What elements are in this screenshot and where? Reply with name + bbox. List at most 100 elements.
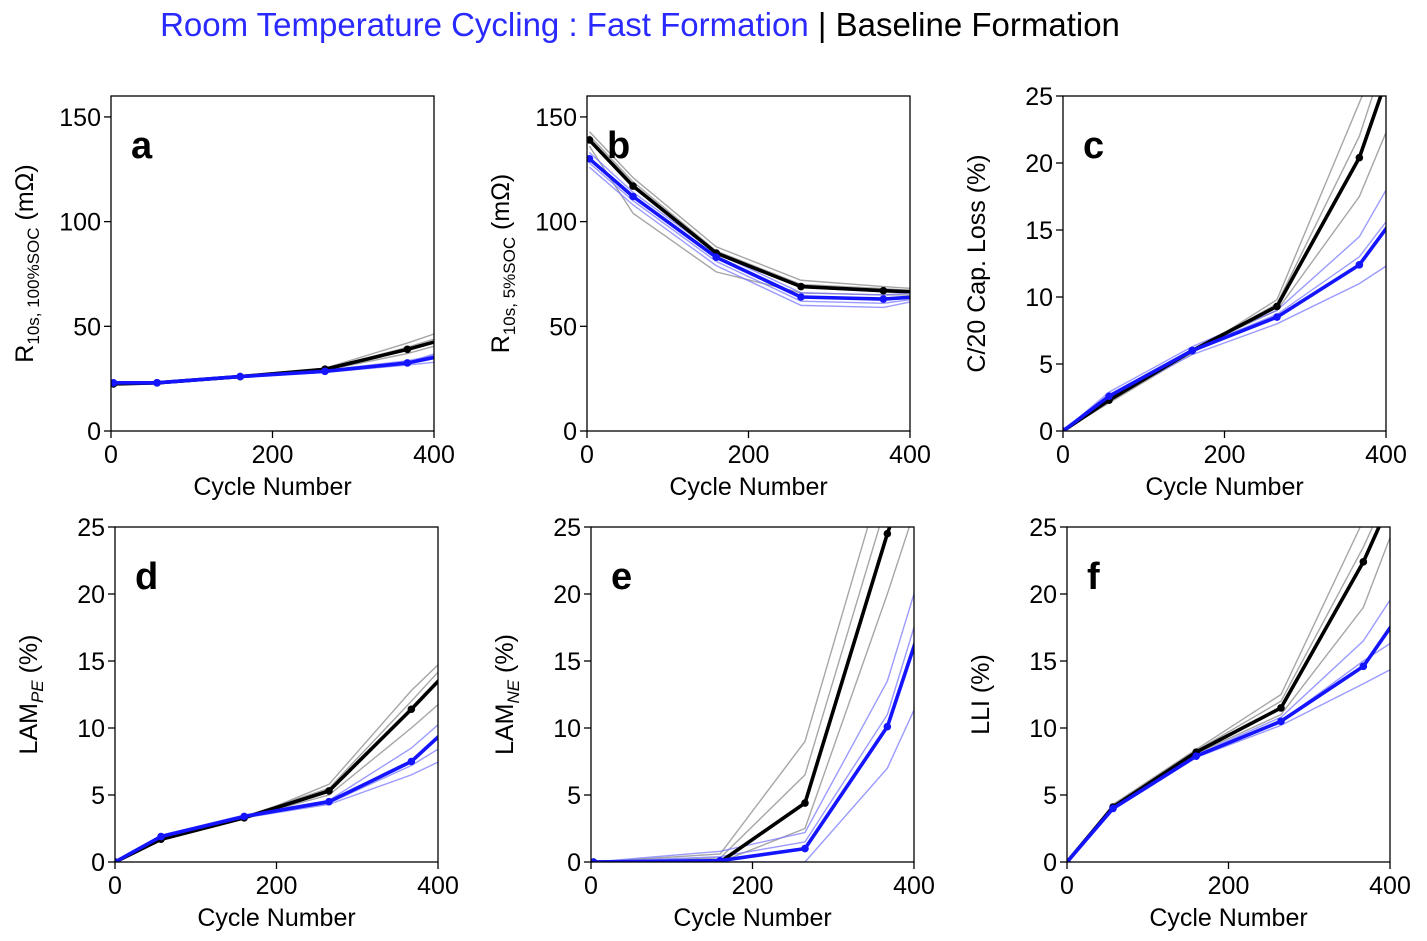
x-tick-label: 0: [104, 441, 118, 469]
x-tick-label: 400: [893, 872, 935, 900]
fast-mean-point: [325, 797, 333, 806]
panel-letter: c: [1083, 125, 1104, 167]
fast-cell-line: [593, 591, 914, 862]
x-tick-label: 0: [580, 441, 594, 469]
baseline-mean-point: [883, 529, 892, 538]
baseline-mean-point: [1355, 153, 1364, 162]
fast-cell-line: [588, 152, 910, 296]
x-tick-label: 400: [1365, 441, 1407, 469]
panel-a: 0 50 100 150 0 200 400 Cycle Number R10s, 100%SO…: [11, 95, 455, 501]
fast-mean-point: [407, 757, 416, 766]
baseline-cell-line: [593, 527, 911, 862]
baseline-cell-line: [113, 338, 434, 385]
fast-mean-point: [236, 372, 244, 381]
y-tick-label: 0: [91, 849, 105, 877]
y-tick-label: 20: [1025, 150, 1053, 178]
plot-area: [591, 527, 914, 862]
fast-mean-point: [629, 192, 637, 201]
panel-b: 0 50 100 150 0 200 400 Cycle Number R10s, 5%SOC …: [487, 95, 931, 501]
title-fast-formation: Room Temperature Cycling : Fast Formatio…: [160, 6, 809, 43]
fast-mean-point: [1277, 717, 1285, 726]
y-tick-label: 10: [77, 715, 105, 743]
x-axis-label: Cycle Number: [1145, 473, 1303, 501]
fast-mean-point: [797, 293, 805, 301]
y-tick-label: 20: [1029, 581, 1057, 609]
x-tick-label: 0: [1060, 872, 1074, 900]
x-tick-label: 400: [413, 441, 455, 469]
fast-mean-point: [1109, 804, 1117, 813]
y-tick-label: 5: [1043, 782, 1057, 810]
y-tick-label: 5: [567, 782, 581, 810]
x-tick-label: 400: [889, 441, 931, 469]
x-tick-label: 200: [1208, 872, 1250, 900]
fast-mean-point: [240, 812, 248, 821]
x-tick-label: 400: [417, 872, 459, 900]
plot-area: [587, 131, 910, 309]
panel-letter: a: [131, 125, 153, 167]
fast-mean-point: [591, 858, 598, 862]
fast-mean-point: [403, 359, 412, 367]
baseline-mean-line: [593, 527, 892, 862]
x-axis-label: Cycle Number: [193, 473, 351, 501]
panel-c: 0 5 10 15 20 25 0 200 400 Cycle Number C/20 Cap. L…: [963, 83, 1407, 501]
y-tick-label: 100: [535, 209, 577, 237]
y-tick-label: 0: [563, 418, 577, 446]
y-tick-label: 150: [535, 104, 577, 132]
y-axis-label: LAMNE (%): [491, 634, 523, 755]
fast-mean-line: [588, 157, 910, 301]
y-tick-label: 5: [1039, 351, 1053, 379]
fast-mean-point: [321, 367, 329, 376]
fast-mean-point: [153, 379, 161, 387]
y-tick-label: 100: [59, 209, 101, 237]
y-tick-label: 10: [553, 715, 581, 743]
baseline-mean-point: [879, 286, 888, 295]
fast-cell-line: [113, 354, 434, 383]
baseline-mean-point: [325, 787, 333, 795]
y-tick-label: 0: [567, 849, 581, 877]
baseline-cell-line: [115, 663, 438, 862]
fast-mean-line: [113, 355, 434, 385]
x-tick-label: 200: [732, 872, 774, 900]
y-tick-label: 25: [553, 514, 581, 542]
fast-mean-point: [883, 722, 892, 731]
baseline-mean-point: [797, 282, 805, 291]
fast-cell-line: [1067, 669, 1390, 862]
baseline-cell-line: [1067, 535, 1390, 862]
x-tick-label: 200: [728, 441, 770, 469]
baseline-cell-line: [1067, 527, 1361, 862]
panel-letter: b: [607, 125, 630, 167]
fast-mean-line: [115, 734, 438, 862]
fast-mean-point: [716, 856, 724, 862]
y-tick-label: 50: [73, 313, 101, 341]
baseline-mean-point: [1273, 302, 1281, 311]
x-tick-label: 0: [1056, 441, 1070, 469]
plot-area: [1063, 96, 1386, 431]
fast-mean-point: [1359, 662, 1368, 671]
baseline-mean-line: [1063, 96, 1383, 431]
panel-f: 0 5 10 15 20 25 0 200 400 Cycle Number LLI (%) f: [967, 514, 1411, 932]
plot-area: [111, 333, 434, 388]
baseline-cell-line: [115, 671, 438, 862]
y-tick-label: 5: [91, 782, 105, 810]
y-tick-label: 25: [1029, 514, 1057, 542]
baseline-mean-line: [588, 138, 910, 294]
y-tick-label: 150: [59, 104, 101, 132]
baseline-mean-point: [403, 345, 412, 354]
y-tick-label: 0: [1039, 418, 1053, 446]
fast-mean-point: [1188, 346, 1196, 355]
y-tick-label: 25: [77, 514, 105, 542]
x-axis-label: Cycle Number: [673, 904, 831, 932]
fast-cell-line: [588, 162, 910, 304]
y-axis-label: C/20 Cap. Loss (%): [963, 154, 991, 372]
fast-mean-point: [115, 858, 119, 862]
fast-mean-point: [1192, 752, 1200, 760]
panel-letter: e: [611, 556, 632, 598]
y-axis-label: R10s, 5%SOC (mΩ): [487, 174, 519, 353]
fast-mean-point: [587, 155, 594, 163]
y-axis-label: LLI (%): [967, 654, 995, 735]
fast-mean-point: [111, 379, 118, 387]
panel-d: 0 5 10 15 20 25 0 200 400 Cycle Number LAMPE (%) d: [15, 514, 459, 932]
baseline-mean-point: [1359, 558, 1368, 566]
y-tick-label: 20: [553, 581, 581, 609]
